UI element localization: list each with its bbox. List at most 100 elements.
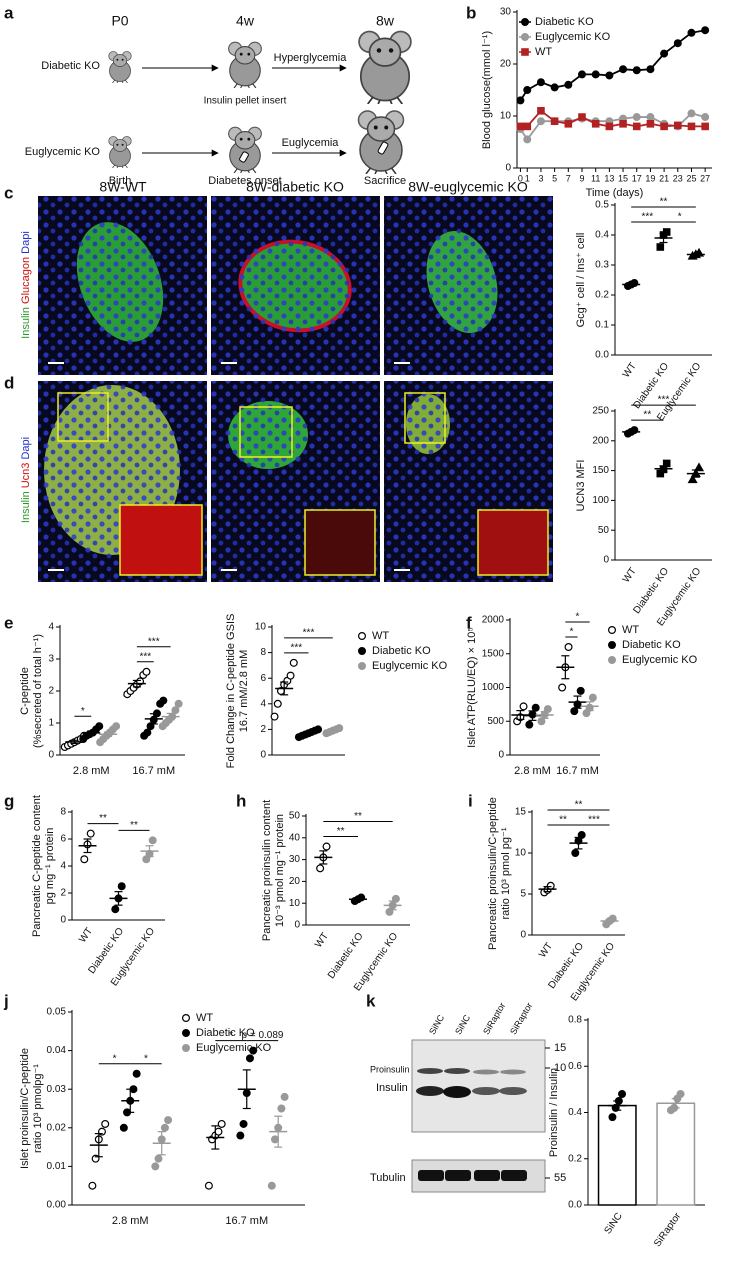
y-tick-label: 0 (603, 555, 609, 566)
data-point (277, 1104, 286, 1113)
data-point (673, 39, 682, 48)
data-point (605, 122, 614, 131)
group-label: Euglycemic KO (25, 146, 101, 158)
panel-letter: a (4, 3, 14, 22)
data-point (591, 70, 600, 79)
nuclei (38, 196, 207, 375)
data-point (578, 113, 586, 121)
significance-label: *** (658, 395, 670, 406)
data-point (576, 686, 585, 695)
y-tick-label: 0.2 (595, 290, 609, 301)
data-point (112, 722, 121, 731)
data-point (160, 1123, 169, 1132)
data-point (537, 106, 545, 115)
data-point (531, 703, 540, 712)
y-tick-label: 4 (260, 698, 266, 709)
band (474, 1170, 500, 1181)
x-tick-label: 16.7 mM (225, 1215, 268, 1227)
data-point (673, 121, 682, 130)
y-axis-label: ratio 10³ pmol pg⁻¹ (500, 827, 512, 919)
data-point (142, 667, 151, 676)
pellet (377, 141, 389, 155)
significance-label: ** (99, 813, 107, 824)
stain-word: Dapi (20, 231, 32, 254)
x-tick-label: Diabetic KO (326, 931, 366, 981)
data-point (536, 117, 545, 126)
y-axis-label: Pancreatic proinsulin content (261, 800, 273, 941)
significance-label: *** (303, 627, 315, 638)
legend-marker (358, 631, 367, 640)
stage: Diabetes onset (208, 175, 281, 187)
stain-word: Glucagon (20, 257, 32, 304)
data-point (543, 705, 552, 714)
x-tick-label: 15 (618, 173, 628, 183)
legend-marker (358, 661, 367, 670)
data-point (523, 135, 532, 144)
band (500, 1069, 526, 1075)
data-point (132, 1069, 141, 1078)
y-tick-label: 10 (289, 898, 301, 909)
band-label: Tubulin (370, 1172, 406, 1184)
y-tick-label: 20 (500, 59, 512, 70)
significance-label: * (81, 706, 85, 717)
data-point (214, 1127, 223, 1136)
y-tick-label: 0.4 (568, 1107, 582, 1118)
arrow-label: Hyperglycemia (274, 52, 348, 64)
x-tick-label: 2.8 mM (112, 1215, 149, 1227)
y-tick-label: 50 (289, 811, 301, 822)
x-tick-label: 23 (673, 173, 683, 183)
bar (597, 1104, 637, 1206)
data-point (619, 65, 628, 74)
x-axis-label: Time (days) (586, 187, 644, 199)
data-point (286, 671, 295, 680)
data-point (95, 722, 104, 731)
y-tick-label: 2 (260, 724, 266, 735)
y-tick-label: 0.0 (595, 350, 609, 361)
data-point (632, 66, 641, 75)
panel-letter: h (236, 791, 246, 810)
legend-marker (521, 48, 529, 56)
x-tick-label: 13 (604, 173, 614, 183)
y-tick-label: 0 (505, 163, 511, 174)
y-tick-label: 2 (48, 686, 54, 697)
y-tick-label: 1500 (482, 648, 505, 659)
mw-label: 15 (554, 1042, 566, 1054)
x-tick-label: SiRaptor (652, 1210, 684, 1249)
x-tick-label: 5 (552, 173, 557, 183)
x-tick-label: 19 (645, 173, 655, 183)
data-point (536, 78, 545, 87)
x-tick-label: WT (537, 941, 555, 960)
x-tick-label: WT (77, 926, 95, 945)
lane-label: SiNC (453, 1013, 472, 1037)
mouse (228, 41, 262, 88)
y-tick-label: 0.04 (47, 1045, 67, 1056)
data-point (608, 1113, 617, 1122)
data-point (111, 905, 120, 914)
timepoint: 8w (376, 13, 395, 29)
data-point (564, 642, 573, 651)
data-point (550, 83, 559, 92)
significance-label: * (113, 1053, 117, 1064)
y-axis-label: UCN3 MFI (575, 460, 587, 512)
y-tick-label: 250 (592, 406, 609, 417)
y-tick-label: 0.05 (47, 1007, 67, 1018)
data-point (571, 848, 580, 857)
data-point (646, 65, 655, 74)
data-point (564, 119, 573, 128)
band (445, 1170, 471, 1181)
group-label: Diabetic KO (41, 60, 100, 72)
data-point (660, 49, 669, 58)
x-tick-label: 1 (525, 173, 530, 183)
data-point (174, 699, 183, 708)
significance-label: *** (139, 651, 151, 662)
data-point (662, 228, 671, 236)
column-title: 8W-WT (99, 179, 147, 195)
nuclei (211, 196, 380, 375)
data-point (558, 683, 567, 692)
legend-label: WT (622, 624, 639, 636)
data-point (632, 122, 641, 131)
data-point (525, 720, 534, 729)
y-axis-label: ratio 10³ pmolpg⁻¹ (32, 1064, 44, 1153)
data-point (101, 1119, 110, 1128)
legend-marker (520, 32, 529, 41)
